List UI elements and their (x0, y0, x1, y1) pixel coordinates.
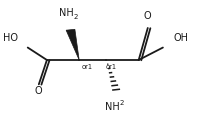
Text: 2: 2 (120, 100, 124, 106)
Text: HO: HO (3, 33, 18, 43)
Text: 2: 2 (74, 14, 78, 20)
Text: O: O (144, 11, 152, 21)
Text: NH: NH (59, 8, 74, 18)
Text: O: O (34, 86, 42, 96)
Text: NH: NH (105, 102, 120, 111)
Text: OH: OH (174, 33, 189, 43)
Text: or1: or1 (82, 63, 93, 69)
Text: or1: or1 (105, 63, 116, 69)
Polygon shape (66, 29, 79, 60)
